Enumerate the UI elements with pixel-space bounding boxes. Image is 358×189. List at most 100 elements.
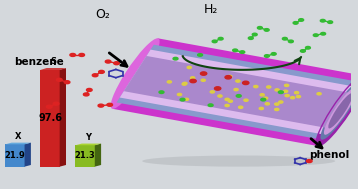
Circle shape (225, 104, 229, 107)
Circle shape (248, 37, 253, 40)
Circle shape (305, 46, 310, 49)
Circle shape (299, 19, 304, 21)
Polygon shape (76, 145, 95, 167)
Circle shape (187, 66, 192, 69)
Circle shape (244, 99, 248, 101)
Circle shape (282, 37, 287, 40)
Circle shape (279, 101, 283, 103)
Ellipse shape (320, 82, 358, 140)
Text: benzene: benzene (14, 57, 64, 67)
Polygon shape (95, 144, 101, 167)
Circle shape (200, 72, 207, 75)
Circle shape (180, 98, 185, 101)
Circle shape (105, 60, 111, 63)
Polygon shape (5, 144, 25, 167)
Circle shape (225, 98, 229, 101)
Text: 21.9: 21.9 (5, 151, 25, 160)
Circle shape (279, 91, 283, 94)
Circle shape (261, 98, 266, 101)
Circle shape (243, 81, 249, 84)
Circle shape (285, 94, 289, 97)
Circle shape (293, 22, 298, 24)
Circle shape (107, 103, 112, 106)
Ellipse shape (142, 156, 335, 167)
Circle shape (183, 82, 187, 84)
Text: H₂: H₂ (204, 3, 218, 16)
Circle shape (275, 89, 279, 91)
Circle shape (177, 93, 182, 96)
Circle shape (83, 93, 89, 96)
Circle shape (57, 78, 62, 81)
Circle shape (254, 85, 258, 88)
Polygon shape (60, 68, 66, 167)
Circle shape (225, 76, 231, 79)
Polygon shape (5, 143, 31, 144)
Text: X: X (15, 132, 21, 141)
Circle shape (98, 104, 104, 107)
Circle shape (267, 86, 271, 88)
Ellipse shape (328, 93, 353, 129)
Circle shape (289, 40, 293, 43)
Circle shape (257, 26, 262, 29)
Circle shape (313, 34, 318, 36)
Circle shape (236, 95, 241, 97)
Text: 21.3: 21.3 (75, 151, 96, 160)
Polygon shape (112, 38, 358, 146)
Text: 97.6: 97.6 (38, 113, 62, 123)
Circle shape (328, 21, 333, 23)
Circle shape (290, 97, 295, 99)
Circle shape (47, 105, 52, 108)
Circle shape (201, 79, 205, 81)
Circle shape (321, 33, 326, 35)
Circle shape (184, 98, 189, 101)
Circle shape (271, 53, 276, 55)
Ellipse shape (324, 87, 357, 135)
Circle shape (114, 62, 119, 65)
Circle shape (218, 37, 223, 40)
Circle shape (320, 19, 325, 22)
Circle shape (317, 93, 321, 95)
Circle shape (275, 108, 279, 111)
Circle shape (167, 81, 171, 83)
Ellipse shape (316, 76, 358, 146)
Circle shape (264, 29, 269, 31)
Polygon shape (116, 45, 358, 140)
Circle shape (190, 79, 196, 83)
Circle shape (259, 107, 263, 110)
Circle shape (260, 94, 264, 96)
Circle shape (159, 91, 164, 94)
Circle shape (64, 81, 70, 84)
Circle shape (265, 103, 270, 105)
Circle shape (99, 70, 104, 73)
Circle shape (218, 95, 222, 97)
Circle shape (296, 95, 301, 98)
Circle shape (238, 106, 243, 108)
Text: phenol: phenol (309, 150, 349, 160)
Circle shape (275, 103, 279, 105)
Circle shape (208, 104, 213, 107)
Circle shape (300, 50, 305, 52)
Circle shape (92, 74, 98, 77)
Circle shape (284, 90, 288, 92)
Text: S: S (50, 57, 56, 66)
Circle shape (173, 57, 178, 60)
Circle shape (295, 91, 299, 94)
Circle shape (285, 84, 289, 87)
Circle shape (198, 54, 203, 56)
Circle shape (214, 87, 221, 90)
Circle shape (228, 100, 232, 102)
Circle shape (240, 51, 245, 53)
Circle shape (252, 33, 257, 36)
Circle shape (263, 97, 268, 99)
Text: O₂: O₂ (95, 9, 110, 21)
Circle shape (265, 55, 269, 57)
Polygon shape (40, 70, 60, 167)
Circle shape (236, 80, 240, 82)
Polygon shape (120, 50, 356, 135)
Circle shape (234, 88, 238, 91)
Polygon shape (76, 144, 101, 145)
Ellipse shape (111, 38, 160, 109)
Circle shape (190, 77, 195, 79)
Circle shape (53, 102, 59, 105)
Polygon shape (40, 68, 66, 70)
